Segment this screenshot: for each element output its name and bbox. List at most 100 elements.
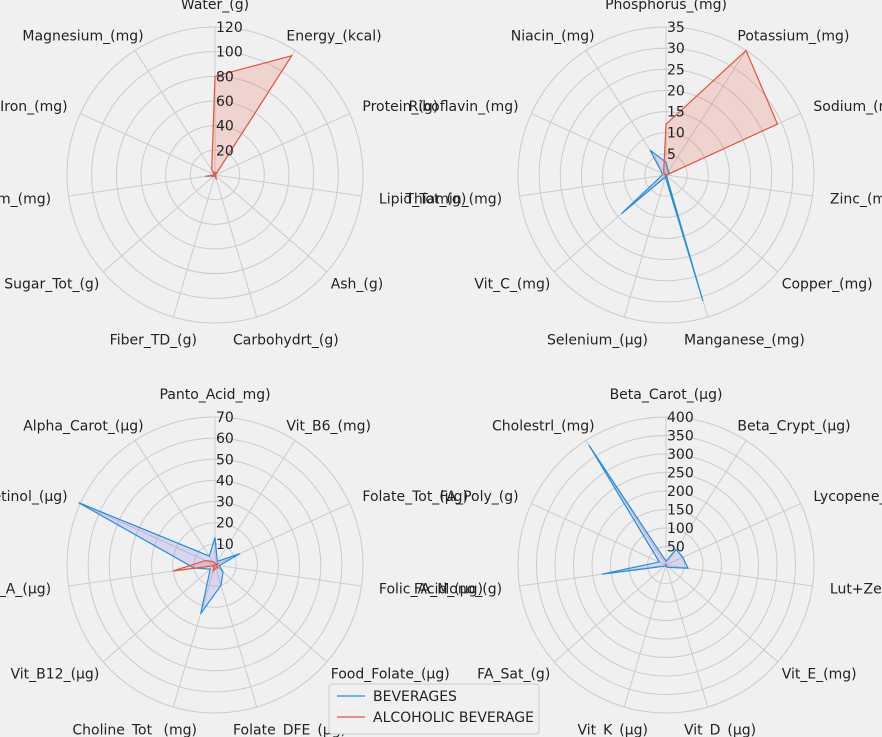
- grid-spoke: [553, 174, 667, 273]
- grid-spoke: [665, 440, 747, 566]
- tick-label: 35: [667, 20, 685, 36]
- tick-label: 200: [667, 484, 694, 500]
- tick-label: 150: [667, 503, 694, 519]
- axis-label-alpha-carot-g: Alpha_Carot_(µg): [23, 418, 143, 434]
- grid-spoke: [665, 564, 709, 708]
- axis-label-niacin-mg: Niacin_(mg): [511, 28, 595, 44]
- radar-panel-2: 5 10 15 20 25 30 35 Phosphorus_(mg) Potassium_(m…: [404, 0, 882, 348]
- grid-spoke: [623, 174, 667, 318]
- tick-label: 20: [216, 143, 234, 159]
- tick-label: 30: [667, 41, 685, 57]
- legend-label-beverages: BEVERAGES: [373, 689, 457, 705]
- grid-spoke: [665, 564, 813, 587]
- series-alcoholic-beverage: [205, 54, 294, 180]
- tick-label: 10: [216, 537, 234, 553]
- axis-label-carbohydrt-g: Carbohydrt_(g): [233, 332, 339, 348]
- tick-label: 25: [667, 62, 685, 78]
- axis-label-fa-poly-g: FA_Poly_(g): [440, 489, 519, 505]
- grid-spoke: [214, 564, 258, 708]
- grid-spoke: [68, 174, 216, 197]
- grid-spoke: [531, 113, 667, 176]
- tick-label: 70: [216, 410, 234, 426]
- grid-spoke: [214, 174, 258, 318]
- axis-label-vit-e-mg: Vit_E_(mg): [782, 667, 857, 683]
- tick-label: 40: [216, 473, 234, 489]
- axis-label-selenium-g: Selenium_(µg): [547, 332, 648, 348]
- axis-label-water-g: Water_(g): [181, 0, 249, 13]
- grid-spoke: [214, 440, 296, 566]
- axis-label-phosphorus-mg: Phosphorus_(mg): [605, 0, 727, 13]
- series-alcoholic-beverage: [664, 563, 668, 567]
- grid-spoke: [172, 564, 216, 708]
- axis-label-thiamin-mg: Thiamin_(mg): [404, 192, 502, 208]
- grid-spoke: [519, 174, 667, 197]
- axis-label-vit-d-g: Vit_D_(µg): [684, 722, 756, 737]
- axis-label-beta-crypt-g: Beta_Crypt_(µg): [737, 418, 850, 434]
- grid-spoke: [531, 503, 667, 566]
- grid-spoke: [214, 174, 328, 273]
- grid-spoke: [134, 50, 216, 176]
- axis-label-lut-zea-g: Lut+Zea_ (µg): [830, 582, 882, 598]
- axis-label-manganese-mg: Manganese_(mg): [684, 332, 805, 348]
- tick-label: 120: [216, 20, 243, 36]
- grid-spoke: [102, 564, 216, 663]
- series-alcoholic-beverage: [663, 49, 779, 178]
- axis-label-beta-carot-g: Beta_Carot_(µg): [610, 387, 723, 403]
- axis-label-fa-mono-g: FA_Mono_(g): [414, 582, 502, 598]
- axis-label-retinol-g: Retinol_(µg): [0, 489, 68, 505]
- axis-label-vit-c-mg: Vit_C_(mg): [474, 277, 550, 293]
- tick-label: 100: [667, 521, 694, 537]
- axis-label-sodium-mg: Sodium_(mg): [813, 99, 882, 115]
- axis-label-vit-b12-g: Vit_B12_(µg): [11, 667, 100, 683]
- radar-panel-3: 10 20 30 40 50 60 70 Panto_Acid_mg) Vit_B6_(mg) F…: [0, 387, 483, 737]
- axis-label-sugar-tot-g: Sugar_Tot_(g): [4, 277, 99, 293]
- grid-spoke: [80, 503, 216, 566]
- axis-label-vit-k-g: Vit_K_(µg): [577, 722, 648, 737]
- radar-panel-1: 20 40 60 80 100 120 Water_(g) Energy_(kcal) Prot…: [0, 0, 466, 348]
- grid-spoke: [102, 174, 216, 273]
- chart-legend: BEVERAGES ALCOHOLIC BEVERAGE: [328, 683, 540, 735]
- series-beverages: [78, 502, 241, 615]
- tick-label: 10: [667, 126, 685, 142]
- axis-label-vit-b6-mg: Vit_B6_(mg): [286, 418, 371, 434]
- series-beverages: [588, 444, 689, 575]
- tick-label: 15: [667, 105, 685, 121]
- series-alcoholic-beverage: [172, 559, 220, 574]
- axis-label-panto-acid-mg: Panto_Acid_mg): [159, 387, 270, 403]
- axis-label-zinc-mg: Zinc_(mg): [830, 192, 882, 208]
- axis-label-lipid-tot-g: Lipid_Tot_(g): [379, 192, 466, 208]
- radar-panel-4: 50 100 150 200 250 300 350 400 Beta_Carot_(µg) Be…: [414, 387, 882, 737]
- axis-label-folic-acid-g: Folic_Acid_(µg): [379, 582, 483, 598]
- tick-label: 60: [216, 94, 234, 110]
- grid-spoke: [553, 564, 667, 663]
- axis-label-food-folate-g: Food_Folate_(µg): [331, 667, 450, 683]
- tick-label: 5: [667, 147, 676, 163]
- tick-label: 100: [216, 45, 243, 61]
- legend-label-alcoholic-beverage: ALCOHOLIC BEVERAGE: [373, 710, 534, 726]
- tick-label: 50: [667, 540, 685, 556]
- grid-spoke: [172, 174, 216, 318]
- tick-label: 30: [216, 495, 234, 511]
- tick-label: 300: [667, 447, 694, 463]
- tick-label: 40: [216, 119, 234, 135]
- series-beverages: [620, 149, 704, 301]
- grid-spoke: [665, 50, 747, 176]
- axis-label-fiber-td-g: Fiber_TD_(g): [110, 332, 197, 348]
- tick-label: 60: [216, 431, 234, 447]
- axis-label-energy-kcal: Energy_(kcal): [286, 28, 381, 44]
- grid-spoke: [665, 174, 779, 273]
- axis-label-protein-g: Protein_(g): [362, 99, 438, 115]
- grid-spoke: [665, 564, 779, 663]
- axis-label-ash-g: Ash_(g): [331, 277, 384, 293]
- grid-spoke: [214, 564, 362, 587]
- grid-spoke: [214, 174, 362, 197]
- grid-spoke: [80, 113, 216, 176]
- tick-label: 350: [667, 429, 694, 445]
- axis-label-folate-dfe-g: Folate_DFE_(µg): [233, 722, 346, 737]
- grid-spoke: [214, 564, 328, 663]
- tick-label: 50: [216, 452, 234, 468]
- axis-label-copper-mg: Copper_(mg): [782, 277, 873, 293]
- axis-label-riboflavin-mg: Riboflavin_(mg): [409, 99, 519, 115]
